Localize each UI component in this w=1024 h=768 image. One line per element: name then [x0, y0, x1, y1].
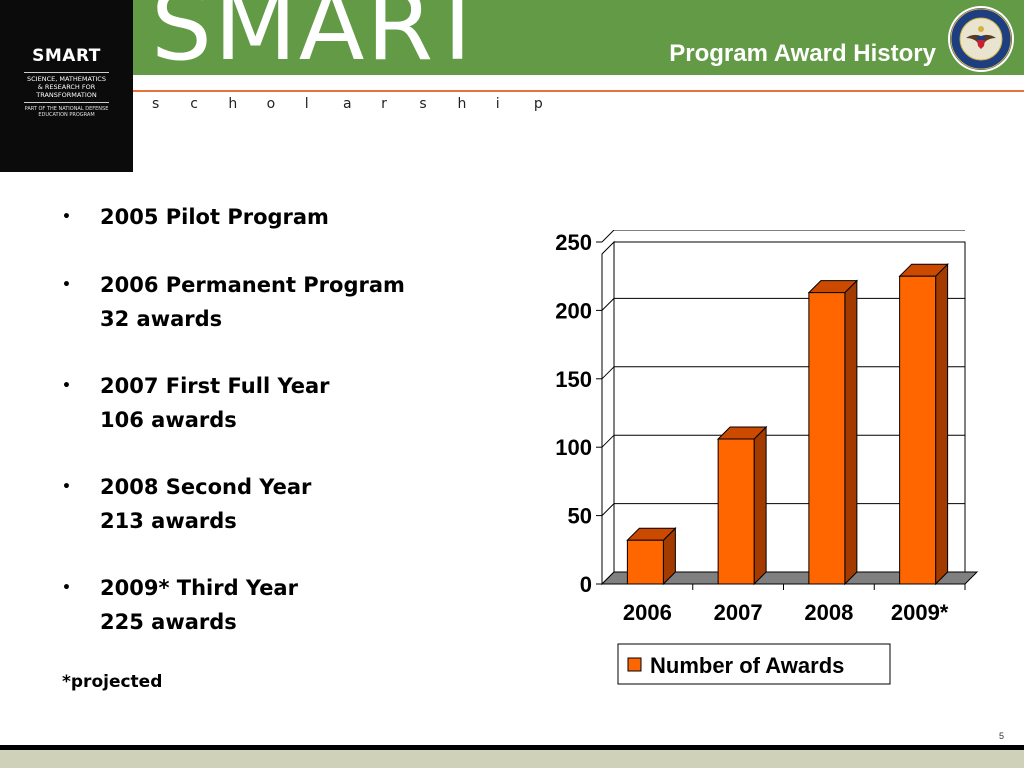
page-number: 5	[998, 731, 1004, 741]
brand-subtitle-letter: l	[304, 96, 309, 112]
brand-subtitle-letter: h	[228, 96, 238, 112]
logo-title: SMART	[32, 46, 101, 66]
y-tick-label: 150	[555, 367, 592, 392]
y-tick-label: 50	[568, 504, 592, 529]
list-item-title: 2007 First Full Year	[100, 374, 330, 398]
x-tick-label: 2008	[804, 600, 853, 625]
plot-side-wall	[601, 240, 615, 586]
legend-swatch	[627, 657, 642, 672]
bullet-icon: •	[62, 209, 71, 225]
y-tick-label: 250	[555, 230, 592, 255]
list-item-title: 2008 Second Year	[100, 475, 312, 499]
list-item-title: 2009* Third Year	[100, 576, 298, 600]
brand-subtitle-letter: p	[533, 96, 543, 112]
list-item-detail: 106 awards	[100, 408, 237, 432]
brand-wordmark: SMART	[151, 0, 489, 75]
bar-side-face	[935, 262, 949, 586]
list-item-detail: 32 awards	[100, 307, 223, 331]
gridline-side	[601, 298, 615, 311]
x-tick-label: 2006	[623, 600, 672, 625]
footer-rule	[0, 745, 1024, 750]
bar	[808, 292, 846, 585]
gridline-side	[601, 366, 615, 380]
logo-subtitle-line-1: SCIENCE, MATHEMATICS	[27, 75, 106, 83]
brand-subtitle-letter: s	[419, 96, 427, 112]
logo-tagline-line-1: PART OF THE NATIONAL DEFENSE	[24, 106, 109, 112]
brand-subtitle-letter: r	[381, 96, 387, 112]
smart-logo-box: SMART SCIENCE, MATHEMATICS & RESEARCH FO…	[0, 0, 133, 172]
brand-subtitle-letter: o	[266, 96, 276, 112]
y-tick-label: 200	[555, 298, 592, 323]
slide-title: Program Award History	[669, 40, 936, 67]
list-item-title: 2006 Permanent Program	[100, 273, 405, 297]
header-rule	[133, 90, 1024, 92]
footnote: *projected	[62, 672, 163, 692]
gridline-side	[601, 230, 615, 243]
bar-side-face	[753, 425, 767, 586]
bullet-icon: •	[62, 479, 71, 495]
logo-tagline-line-2: EDUCATION PROGRAM	[38, 112, 95, 118]
y-tick-label: 100	[555, 435, 592, 460]
department-of-defense-seal-icon	[948, 6, 1014, 72]
list-item-detail: 225 awards	[100, 610, 237, 634]
logo-subtitle-line-3: TRANSFORMATION	[36, 91, 97, 99]
brand-subtitle-letter: s	[152, 96, 160, 112]
footer-bar	[0, 750, 1024, 768]
gridline-side	[601, 503, 615, 516]
bullet-icon: •	[62, 378, 71, 394]
bar-side-face	[844, 279, 858, 586]
bar	[626, 539, 664, 585]
list-item-title: 2005 Pilot Program	[100, 205, 329, 229]
awards-bar-chart: 0 50 100 150 200 250 2006 2007 2008 2009* Number o…	[555, 230, 979, 685]
logo-subtitle-line-2: & RESEARCH FOR	[37, 83, 96, 91]
brand-subtitle-letter: c	[190, 96, 198, 112]
x-tick-label: 2009*	[891, 600, 949, 625]
logo-divider	[24, 72, 109, 73]
legend-box	[617, 643, 891, 685]
logo-divider-2	[24, 102, 109, 103]
y-tick-label: 0	[580, 572, 592, 597]
brand-subtitle-letter: i	[495, 96, 500, 112]
x-tick-label: 2007	[714, 600, 763, 625]
bullet-icon: •	[62, 580, 71, 596]
legend-label: Number of Awards	[650, 653, 844, 678]
bullet-icon: •	[62, 277, 71, 293]
header-band: SMART Program Award History	[133, 0, 1024, 75]
brand-subtitle-letter: a	[342, 96, 352, 112]
brand-subtitle-letter: h	[457, 96, 467, 112]
bar	[899, 275, 937, 585]
gridline-side	[601, 434, 615, 448]
bar	[717, 438, 755, 585]
list-item-detail: 213 awards	[100, 509, 237, 533]
